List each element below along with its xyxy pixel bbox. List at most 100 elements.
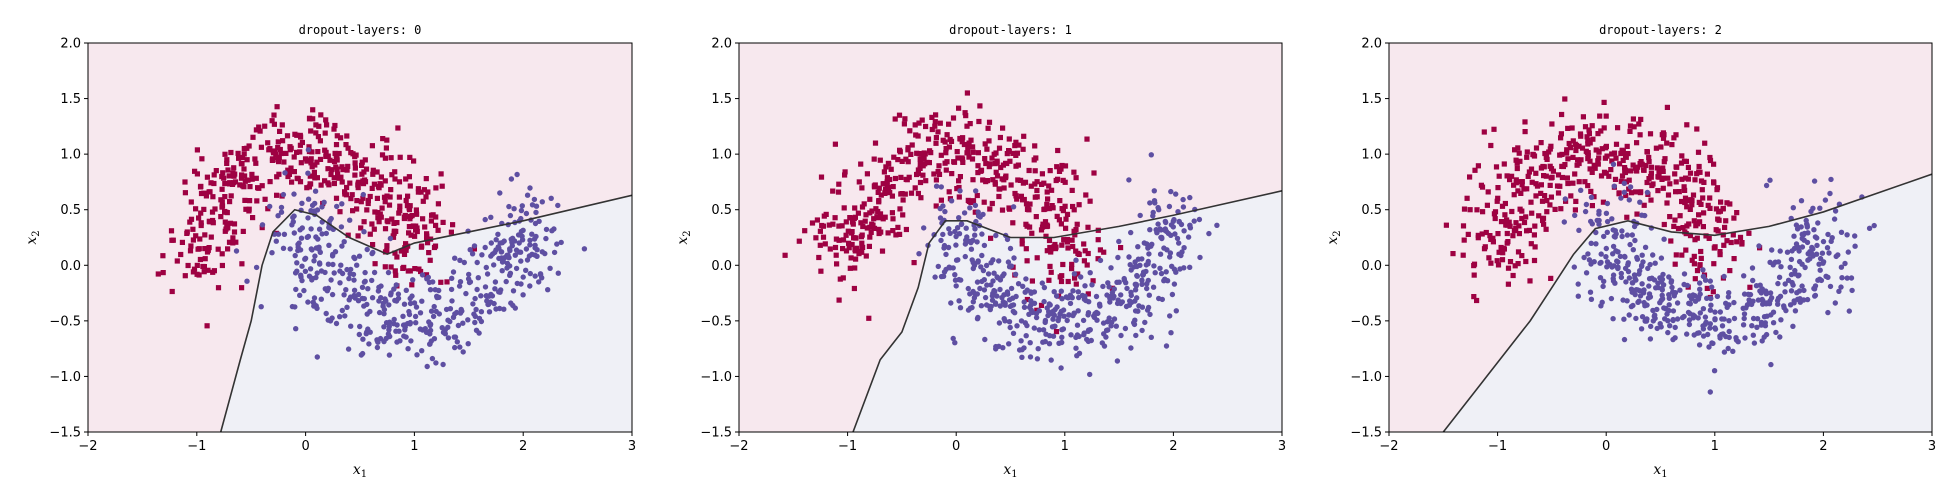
point-class-1 bbox=[953, 257, 960, 263]
y-tick-label: −0.5 bbox=[1350, 314, 1382, 329]
point-class-1 bbox=[1845, 249, 1852, 255]
point-class-0 bbox=[901, 121, 907, 127]
point-class-0 bbox=[1728, 239, 1734, 246]
point-class-1 bbox=[970, 299, 976, 305]
point-class-1 bbox=[259, 222, 266, 228]
point-class-0 bbox=[1564, 150, 1570, 156]
point-class-0 bbox=[1533, 145, 1540, 151]
point-class-0 bbox=[318, 112, 324, 118]
point-class-1 bbox=[1801, 287, 1807, 294]
point-class-1 bbox=[447, 318, 453, 325]
point-class-1 bbox=[443, 306, 450, 313]
point-class-0 bbox=[204, 323, 210, 329]
point-class-0 bbox=[1577, 131, 1584, 137]
point-class-1 bbox=[956, 298, 962, 304]
point-class-0 bbox=[956, 178, 962, 184]
point-class-0 bbox=[337, 209, 343, 215]
point-class-1 bbox=[1632, 291, 1638, 298]
point-class-0 bbox=[867, 196, 873, 202]
point-class-0 bbox=[1460, 252, 1466, 258]
point-class-0 bbox=[239, 261, 245, 267]
point-class-1 bbox=[1835, 252, 1841, 258]
point-class-1 bbox=[1721, 349, 1728, 355]
point-class-0 bbox=[184, 229, 190, 235]
point-class-0 bbox=[957, 174, 963, 180]
point-class-0 bbox=[1653, 145, 1659, 151]
point-class-0 bbox=[1018, 177, 1024, 183]
point-class-1 bbox=[1157, 265, 1163, 271]
point-class-1 bbox=[1751, 340, 1758, 346]
point-class-0 bbox=[989, 200, 995, 207]
point-class-1 bbox=[1118, 332, 1124, 339]
point-class-0 bbox=[1660, 168, 1666, 174]
point-class-1 bbox=[1763, 291, 1770, 297]
point-class-1 bbox=[1596, 221, 1602, 227]
point-class-1 bbox=[1022, 320, 1028, 326]
point-class-0 bbox=[243, 206, 249, 212]
point-class-1 bbox=[1659, 276, 1666, 282]
point-class-1 bbox=[1596, 217, 1602, 224]
point-class-1 bbox=[957, 305, 964, 311]
point-class-0 bbox=[334, 166, 340, 172]
point-class-0 bbox=[252, 156, 258, 162]
point-class-0 bbox=[392, 176, 398, 182]
point-class-1 bbox=[1027, 340, 1033, 346]
point-class-1 bbox=[1173, 308, 1180, 314]
point-class-0 bbox=[370, 167, 376, 173]
point-class-0 bbox=[1747, 284, 1753, 290]
point-class-1 bbox=[1051, 323, 1058, 330]
point-class-0 bbox=[220, 170, 226, 176]
point-class-0 bbox=[1495, 195, 1501, 201]
point-class-0 bbox=[1544, 156, 1550, 162]
point-class-0 bbox=[872, 140, 879, 146]
point-class-1 bbox=[554, 241, 560, 247]
point-class-1 bbox=[489, 293, 496, 299]
point-class-0 bbox=[331, 175, 337, 181]
point-class-0 bbox=[256, 185, 262, 191]
point-class-1 bbox=[495, 231, 501, 237]
point-class-1 bbox=[1053, 293, 1060, 299]
point-class-1 bbox=[1703, 319, 1709, 325]
point-class-1 bbox=[449, 298, 455, 304]
point-class-1 bbox=[1128, 229, 1134, 236]
point-class-1 bbox=[1023, 276, 1029, 282]
point-class-0 bbox=[1656, 166, 1662, 172]
point-class-0 bbox=[182, 179, 188, 185]
point-class-0 bbox=[1698, 201, 1704, 207]
point-class-0 bbox=[1504, 240, 1510, 246]
point-class-1 bbox=[1641, 299, 1647, 306]
x-tick-label: 1 bbox=[410, 439, 418, 454]
point-class-0 bbox=[1521, 186, 1527, 192]
point-class-1 bbox=[1168, 188, 1174, 195]
point-class-0 bbox=[1573, 198, 1579, 204]
point-class-0 bbox=[196, 215, 202, 221]
point-class-1 bbox=[351, 277, 357, 283]
point-class-0 bbox=[1647, 131, 1654, 137]
point-class-0 bbox=[309, 164, 315, 170]
point-class-0 bbox=[1031, 157, 1037, 163]
point-class-1 bbox=[988, 260, 994, 266]
point-class-1 bbox=[1809, 251, 1815, 257]
point-class-0 bbox=[956, 194, 962, 200]
point-class-0 bbox=[1691, 218, 1697, 224]
point-class-0 bbox=[197, 256, 203, 263]
point-class-1 bbox=[952, 340, 958, 346]
point-class-1 bbox=[402, 324, 408, 330]
point-class-1 bbox=[1012, 271, 1019, 277]
point-class-0 bbox=[862, 218, 868, 224]
point-class-0 bbox=[1641, 202, 1647, 208]
point-class-1 bbox=[361, 229, 367, 235]
point-class-0 bbox=[231, 229, 238, 235]
y-tick-label: 0.0 bbox=[60, 259, 81, 274]
point-class-1 bbox=[258, 304, 264, 310]
point-class-0 bbox=[970, 149, 976, 155]
point-class-0 bbox=[975, 163, 981, 169]
point-class-0 bbox=[369, 143, 375, 149]
point-class-1 bbox=[427, 327, 434, 334]
point-class-0 bbox=[1619, 173, 1626, 179]
point-class-1 bbox=[1810, 205, 1816, 211]
point-class-0 bbox=[1507, 223, 1513, 229]
point-class-1 bbox=[1624, 298, 1630, 304]
point-class-0 bbox=[1676, 189, 1682, 195]
point-class-0 bbox=[1082, 248, 1088, 254]
